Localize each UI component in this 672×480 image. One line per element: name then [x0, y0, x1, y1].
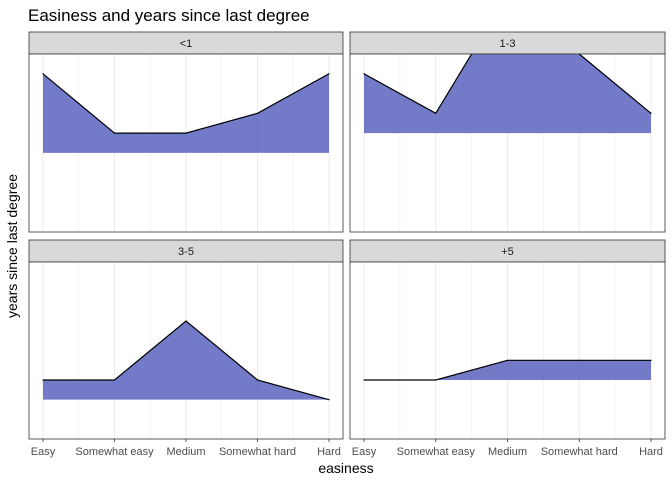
- facet-panel: 3-5 Easy Somewhat easy Medium Somewhat hard H…: [28, 239, 344, 458]
- data-point: [42, 73, 44, 75]
- x-tick-label: Somewhat hard: [219, 446, 296, 458]
- facet-panel: 1-3: [349, 31, 666, 233]
- x-tick-label: Medium: [166, 446, 205, 458]
- x-tick-label: Medium: [488, 446, 527, 458]
- x-tick-label: Somewhat hard: [541, 446, 618, 458]
- panel-border: [349, 53, 666, 233]
- data-point: [363, 379, 365, 381]
- y-axis-title: years since last degree: [4, 174, 20, 318]
- data-point: [578, 359, 580, 361]
- ribbon-group: [42, 73, 330, 153]
- facet-strip-label: +5: [501, 246, 514, 258]
- data-point: [435, 112, 437, 114]
- x-tick-label: Easy: [352, 446, 377, 458]
- x-tick-label: Easy: [31, 446, 56, 458]
- data-point: [363, 73, 365, 75]
- chart-title: Easiness and years since last degree: [28, 6, 310, 25]
- x-tick-label: Somewhat easy: [397, 446, 476, 458]
- ribbon-area: [364, 360, 651, 380]
- ribbon-group: [363, 359, 652, 381]
- facet-strip-label: 3-5: [178, 246, 194, 258]
- x-axis-title: easiness: [318, 460, 373, 476]
- x-tick-label: Hard: [317, 446, 341, 458]
- facet-strip-label: 1-3: [500, 38, 516, 50]
- data-point: [435, 379, 437, 381]
- panel-border: [28, 53, 344, 233]
- x-tick-label: Hard: [639, 446, 663, 458]
- data-point: [113, 379, 116, 381]
- data-point: [256, 112, 259, 114]
- ribbon-upper-line: [363, 54, 652, 115]
- facet-strip-label: <1: [180, 38, 193, 50]
- data-point: [650, 112, 652, 114]
- facet-panel: +5 Easy Somewhat easy Medium Somewhat hard Ha…: [349, 239, 666, 458]
- data-point: [328, 73, 330, 75]
- data-point: [185, 320, 187, 322]
- ribbon-group: [42, 320, 330, 401]
- facet-panel: <1: [28, 31, 344, 233]
- data-point: [185, 132, 187, 134]
- data-point: [506, 359, 509, 361]
- facet-panels: <1 1-3 3-5 Easy Somewhat easy Medium Somewhat …: [28, 31, 666, 458]
- data-point: [42, 379, 44, 381]
- data-point: [650, 359, 652, 361]
- data-point: [328, 399, 330, 401]
- data-point: [256, 379, 259, 381]
- data-point: [113, 132, 116, 134]
- x-tick-label: Somewhat easy: [75, 446, 154, 458]
